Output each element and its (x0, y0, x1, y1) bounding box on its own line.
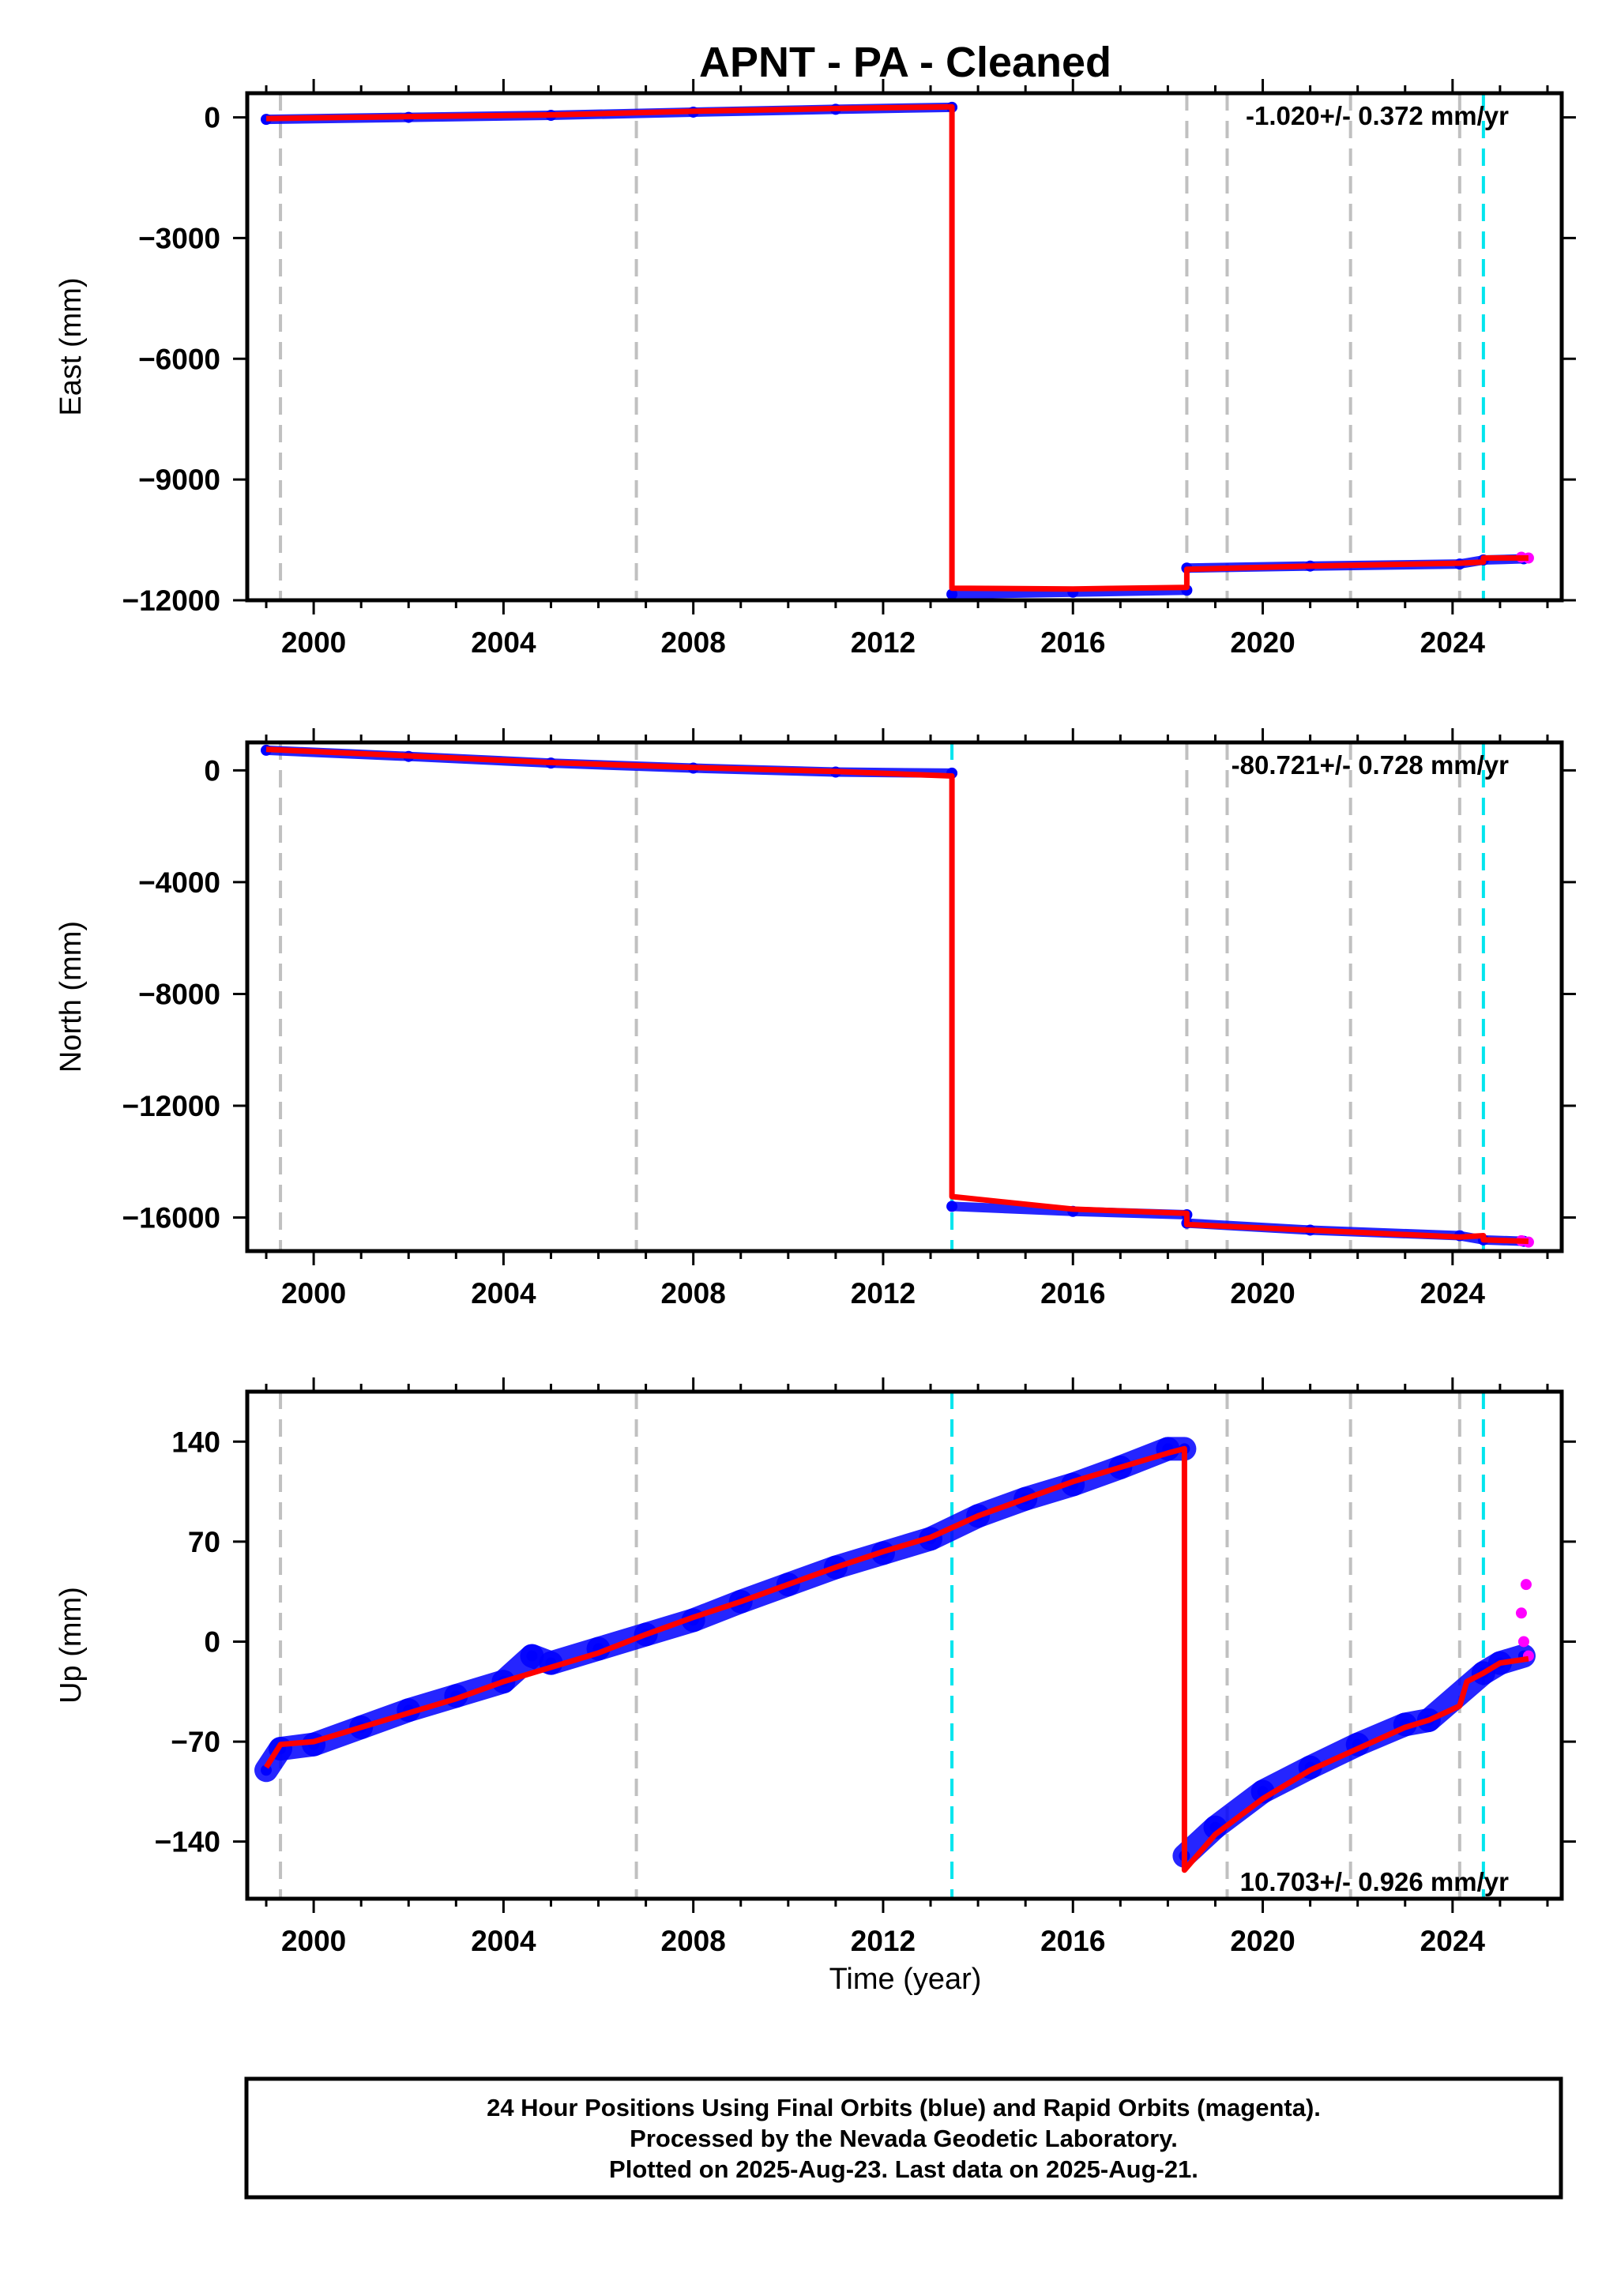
y-tick-label: −4000 (138, 866, 220, 899)
rapid-orbit-point (1520, 1579, 1532, 1591)
footer-line-2: Processed by the Nevada Geodetic Laborat… (630, 2125, 1178, 2152)
footer-line-1: 24 Hour Positions Using Final Orbits (bl… (487, 2094, 1321, 2121)
footer-box: 24 Hour Positions Using Final Orbits (bl… (244, 2076, 1563, 2200)
y-tick-label: −12000 (122, 1090, 221, 1122)
x-axis-label: Time (year) (829, 1963, 982, 1996)
x-tick-label: 2024 (1420, 626, 1486, 659)
x-tick-label: 2008 (661, 1925, 726, 1957)
final-orbit-band (947, 1201, 1078, 1216)
x-tick-label: 2000 (281, 626, 346, 659)
x-tick-label: 2020 (1230, 1277, 1295, 1310)
y-axis-label: North (mm) (55, 921, 88, 1073)
x-tick-label: 2000 (281, 1925, 346, 1957)
x-tick-label: 2004 (471, 1277, 536, 1310)
y-axis-label: Up (mm) (55, 1587, 88, 1704)
model-line (265, 103, 1529, 592)
rapid-orbit-point (1517, 1636, 1529, 1648)
final-orbit-band (1416, 1661, 1495, 1732)
x-tick-label: 2020 (1230, 1925, 1295, 1957)
y-tick-label: −70 (171, 1726, 220, 1758)
y-tick-label: −16000 (122, 1202, 221, 1234)
y-tick-label: −9000 (138, 464, 220, 496)
x-tick-label: 2000 (281, 1277, 346, 1310)
final-orbit-band (947, 587, 1078, 599)
x-tick-label: 2020 (1230, 626, 1295, 659)
velocity-label: -1.020+/- 0.372 mm/yr (1246, 101, 1509, 130)
y-tick-label: 70 (188, 1526, 220, 1558)
y-tick-label: −6000 (138, 343, 220, 375)
y-axis-label: East (mm) (55, 277, 88, 415)
figure-title: APNT - PA - Cleaned (699, 39, 1111, 86)
x-tick-label: 2004 (471, 1925, 536, 1957)
y-tick-label: −140 (155, 1826, 220, 1858)
plot-frame (245, 91, 1564, 603)
x-tick-label: 2012 (851, 1277, 916, 1310)
y-tick-label: −3000 (138, 222, 220, 254)
model-line (265, 746, 1529, 1245)
plot-frame (245, 740, 1564, 1253)
up-panel: 2000 2004 2008 2012 2016 2020 2024 140 70 0 −70 −14… (55, 1377, 1576, 1957)
north-panel: 2000 2004 2008 2012 2016 2020 2024 0 −4000 −8000 −… (55, 728, 1576, 1310)
velocity-label: 10.703+/- 0.926 mm/yr (1240, 1867, 1509, 1896)
x-tick-label: 2012 (851, 1925, 916, 1957)
model-line (264, 1445, 1529, 1873)
y-tick-label: 0 (204, 1625, 220, 1658)
x-tick-label: 2004 (471, 626, 536, 659)
x-tick-label: 2016 (1040, 1925, 1105, 1957)
velocity-label: -80.721+/- 0.728 mm/yr (1232, 750, 1509, 780)
rapid-orbit-point (1515, 1607, 1527, 1619)
y-tick-label: 0 (204, 754, 220, 787)
x-tick-label: 2008 (661, 1277, 726, 1310)
x-tick-label: 2024 (1420, 1925, 1486, 1957)
x-tick-label: 2024 (1420, 1277, 1486, 1310)
y-tick-label: 0 (204, 102, 220, 134)
east-panel: 2000 2004 2008 2012 2016 2020 2024 0 −3000 −6000 −… (55, 79, 1576, 659)
final-orbit-band (1068, 585, 1192, 597)
y-tick-label: −8000 (138, 978, 220, 1010)
y-tick-label: 140 (171, 1426, 220, 1458)
x-tick-label: 2016 (1040, 1277, 1105, 1310)
x-tick-label: 2012 (851, 626, 916, 659)
footer-line-3: Plotted on 2025-Aug-23. Last data on 202… (609, 2155, 1198, 2183)
x-tick-label: 2008 (661, 626, 726, 659)
x-tick-label: 2016 (1040, 626, 1105, 659)
plot-frame (245, 1389, 1564, 1901)
y-tick-label: −12000 (122, 584, 221, 617)
